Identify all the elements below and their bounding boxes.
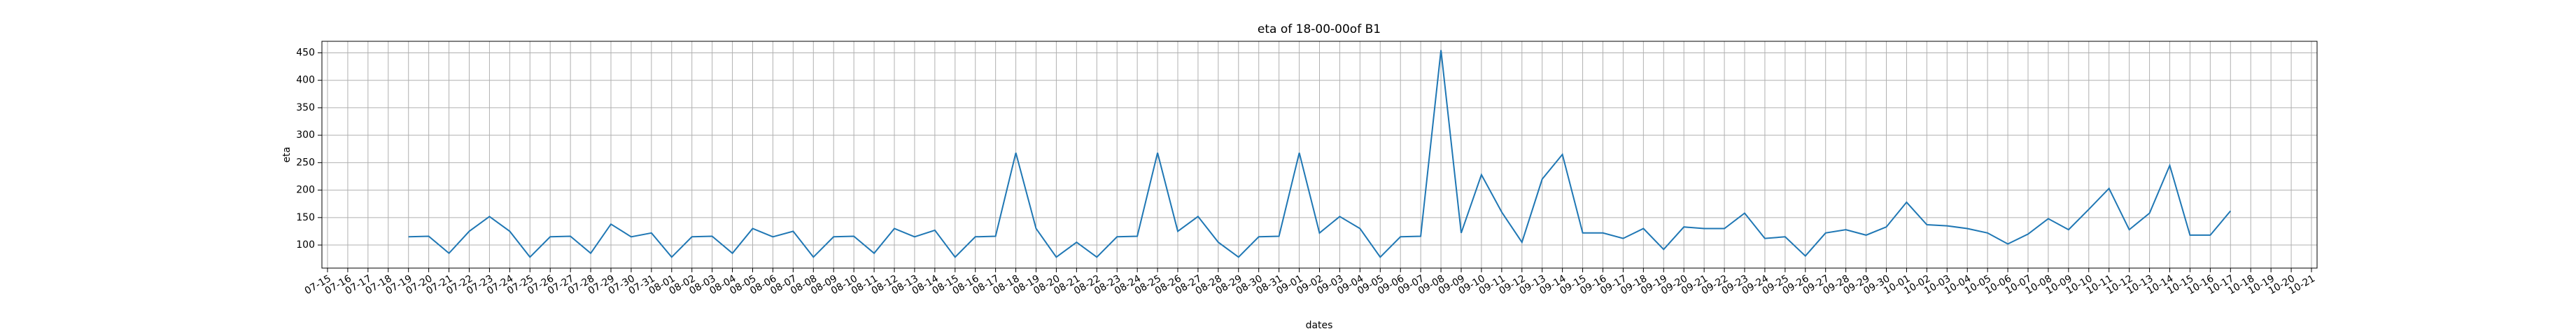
y-tick-label: 350: [296, 102, 315, 113]
y-tick-label: 450: [296, 47, 315, 58]
y-tick-label: 200: [296, 185, 315, 196]
y-tick-label: 400: [296, 75, 315, 86]
y-axis-label: eta: [281, 147, 293, 163]
data-line: [408, 50, 2232, 258]
y-tick-label: 150: [296, 212, 315, 223]
plot-frame: [321, 41, 2318, 269]
y-tick-label: 250: [296, 157, 315, 168]
y-tick-label: 100: [296, 239, 315, 251]
y-tick-label: 300: [296, 130, 315, 141]
chart-title: eta of 18-00-00of B1: [1258, 22, 1381, 36]
x-axis-label: dates: [1306, 320, 1333, 331]
